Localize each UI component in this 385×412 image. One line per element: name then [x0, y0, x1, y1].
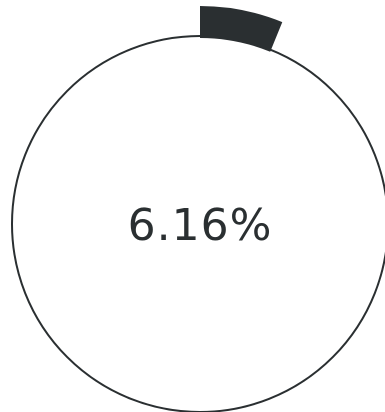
- ring-progress-fill: [200, 6, 283, 52]
- percent-label: 6.16%: [128, 200, 273, 251]
